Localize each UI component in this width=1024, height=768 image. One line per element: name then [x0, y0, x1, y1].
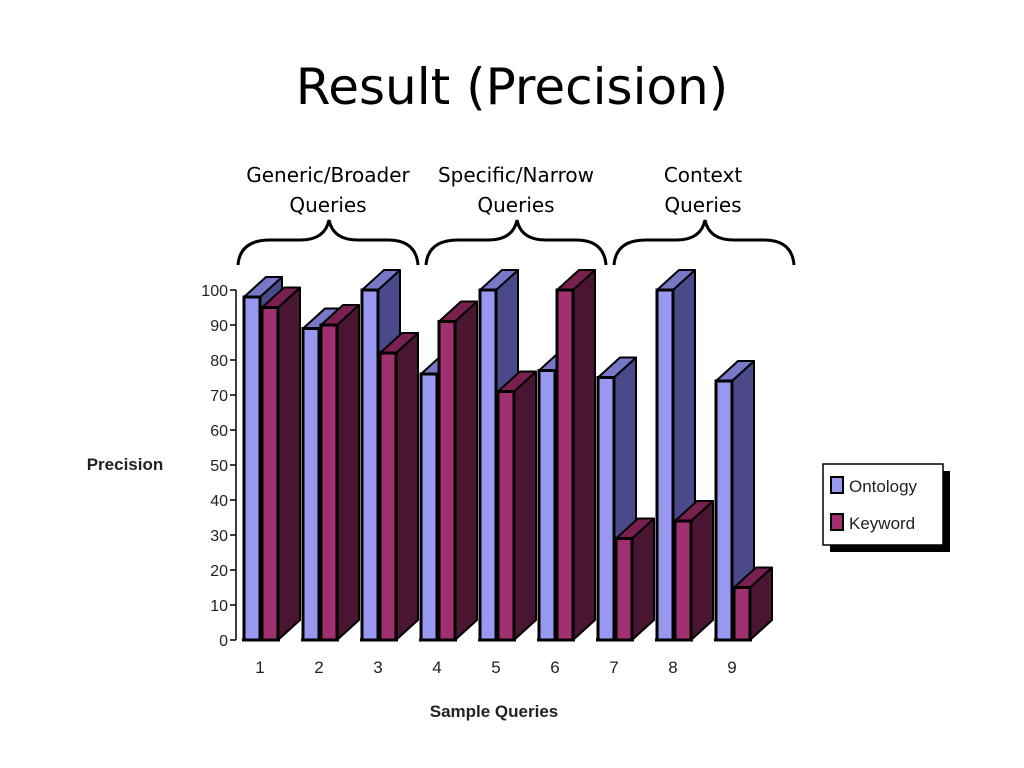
bar-side	[572, 269, 596, 641]
y-tick-label: 100	[201, 283, 228, 300]
x-tick-label: 7	[609, 658, 618, 677]
bar-front	[360, 288, 380, 642]
bar-keyword-6	[555, 269, 596, 642]
bar-front	[537, 369, 557, 642]
bar-keyword-4	[437, 300, 478, 642]
group-label-line1: Context	[663, 163, 743, 187]
y-tick-label: 10	[210, 598, 228, 615]
bar-front	[419, 372, 439, 642]
group-braces	[236, 219, 796, 266]
group-label-line2: Queries	[477, 193, 555, 217]
bar-front	[478, 288, 498, 642]
bar-side	[395, 332, 419, 641]
y-tick-label: 50	[210, 458, 228, 475]
brace-generic	[236, 219, 420, 266]
bar-front	[242, 295, 262, 642]
bar-front	[655, 288, 675, 642]
y-tick-label: 70	[210, 388, 228, 405]
y-tick-label: 80	[210, 353, 228, 370]
x-tick-label: 4	[432, 658, 441, 677]
bar-side	[690, 500, 714, 641]
bar-front	[714, 379, 734, 642]
x-axis-label: Sample Queries	[430, 702, 559, 721]
bar-keyword-1	[260, 286, 301, 642]
bar-front	[732, 586, 752, 642]
legend-label-ontology: Ontology	[849, 477, 918, 496]
bar-side	[277, 286, 301, 641]
slide-title: Result (Precision)	[295, 58, 729, 116]
bar-front	[378, 351, 398, 642]
bar-front	[496, 390, 516, 642]
x-tick-label: 8	[668, 658, 677, 677]
x-tick-label: 2	[314, 658, 323, 677]
brace-specific	[424, 219, 608, 266]
bar-keyword-7	[614, 517, 655, 642]
y-axis-label: Precision	[87, 455, 164, 474]
group-label-specific: Specific/Narrow Queries	[421, 160, 611, 220]
group-label-line1: Specific/Narrow	[437, 163, 595, 187]
bar-front	[555, 288, 575, 642]
legend-swatch-ontology	[830, 476, 844, 494]
group-label-generic: Generic/Broader Queries	[233, 160, 423, 220]
x-tick-label: 9	[727, 658, 736, 677]
x-tick-label: 6	[550, 658, 559, 677]
bar-front	[260, 306, 280, 642]
bar-front	[319, 323, 339, 642]
group-label-line2: Queries	[289, 193, 367, 217]
bar-side	[454, 300, 478, 641]
x-tick-label: 5	[491, 658, 500, 677]
bar-front	[596, 376, 616, 642]
bar-front	[614, 537, 634, 642]
x-tick-label: 3	[373, 658, 382, 677]
y-tick-label: 90	[210, 318, 228, 335]
bar-keyword-2	[319, 304, 360, 642]
group-label-context: Context Queries	[608, 160, 798, 220]
y-tick-label: 0	[219, 633, 228, 650]
x-ticks: 1 2 3 4 5 6 7 8 9	[255, 658, 736, 677]
bar-side	[336, 304, 360, 641]
y-ticks: 0 10 20 30 40 50 60 70 80 90 100	[201, 283, 236, 650]
bar-front	[437, 320, 457, 642]
bar-front	[301, 327, 321, 642]
bar-keyword-9	[732, 566, 773, 642]
brace-context	[612, 219, 796, 266]
bar-side	[513, 370, 537, 641]
bars	[242, 269, 773, 642]
y-tick-label: 40	[210, 493, 228, 510]
bar-keyword-3	[378, 332, 419, 642]
group-label-line1: Generic/Broader	[246, 163, 410, 187]
y-axis: 0 10 20 30 40 50 60 70 80 90 100	[201, 283, 237, 650]
bar-keyword-5	[496, 370, 537, 642]
y-tick-label: 60	[210, 423, 228, 440]
legend: Ontology Keyword	[822, 463, 950, 552]
legend-label-keyword: Keyword	[849, 514, 915, 533]
legend-swatch-keyword	[830, 513, 844, 531]
y-tick-label: 30	[210, 528, 228, 545]
group-label-line2: Queries	[664, 193, 742, 217]
x-tick-label: 1	[255, 658, 264, 677]
bar-front	[673, 519, 693, 642]
y-tick-label: 20	[210, 563, 228, 580]
bar-keyword-8	[673, 500, 714, 642]
